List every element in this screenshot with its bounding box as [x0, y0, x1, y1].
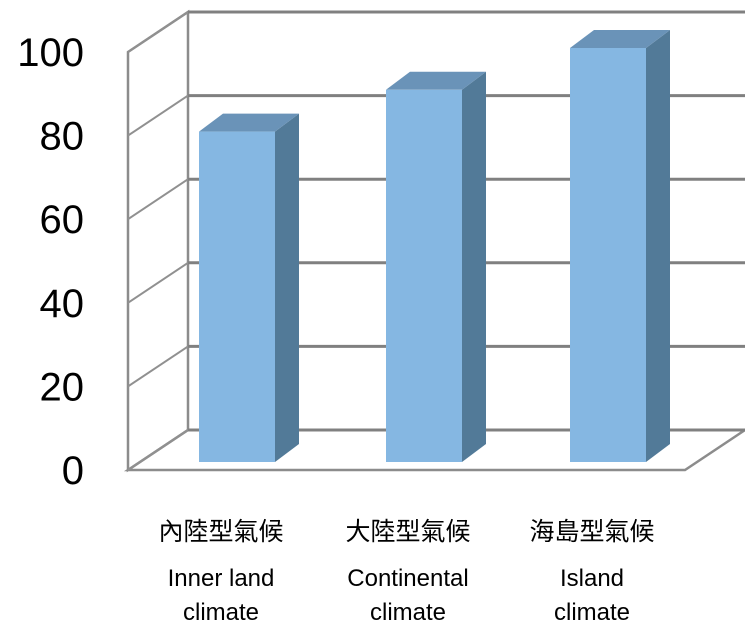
gridline-side-20 [127, 345, 189, 388]
category-label-en-1-line2: climate [369, 599, 447, 626]
bar-top-2 [570, 30, 670, 48]
bar-side-1 [462, 71, 486, 463]
gridline-side-40 [127, 261, 189, 304]
category-label-en-0-line1: Inner land [167, 565, 275, 592]
gridline-side-0 [127, 429, 189, 471]
y-tick-label-40: 40 [40, 282, 85, 326]
category-label-en-0-line2: climate [182, 599, 260, 626]
y-tick-label-0: 0 [62, 449, 84, 493]
bar-0 [199, 113, 299, 462]
bar-front-2 [570, 48, 646, 462]
category-label-en-2: Island climate [497, 562, 687, 630]
category-label-en-2-line1: Island [559, 565, 625, 592]
gridline-side-100 [127, 11, 189, 53]
category-label-zh-2: 海島型氣候 [529, 517, 655, 546]
bar-front-0 [199, 131, 275, 462]
bar-2 [570, 30, 670, 462]
category-label-zh-0: 內陸型氣候 [158, 517, 284, 546]
bar-top-1 [386, 71, 486, 90]
bar-1 [386, 71, 486, 463]
bar-top-0 [199, 113, 299, 132]
category-label-en-1: Continental climate [313, 562, 503, 630]
category-label-zh-1: 大陸型氣候 [345, 517, 471, 546]
y-tick-label-100: 100 [17, 31, 84, 75]
y-tick-label-80: 80 [40, 115, 85, 159]
gridline-side-80 [127, 94, 189, 137]
category-label-en-2-line2: climate [553, 599, 631, 626]
side-wall [126, 9, 190, 473]
y-tick-label-20: 20 [40, 365, 85, 409]
y-axis-ticks: 0 20 40 60 80 100 [17, 31, 84, 493]
bar-side-2 [646, 30, 670, 462]
bar-side-0 [275, 113, 299, 462]
y-tick-label-60: 60 [40, 198, 85, 242]
gridline-side-60 [127, 178, 189, 221]
category-label-en-0: Inner land climate [126, 562, 316, 630]
bars [199, 30, 670, 463]
category-label-en-1-line1: Continental [347, 565, 469, 592]
bar-front-1 [386, 89, 462, 463]
